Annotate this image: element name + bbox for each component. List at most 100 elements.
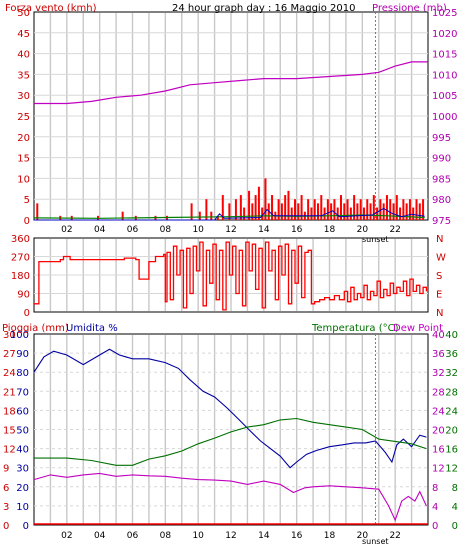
- temperature-y-tick-label: 28: [445, 387, 458, 398]
- pressure-line: [34, 61, 428, 105]
- wind-bar: [210, 211, 213, 220]
- pressure-label: Pressione (mb): [372, 3, 447, 14]
- wind-bar: [284, 195, 287, 220]
- rain-y-tick-label: 0: [3, 521, 9, 532]
- wind-bar: [399, 207, 402, 220]
- direction-compass-label: N: [436, 308, 443, 319]
- wind-x-tick-label: 12: [225, 225, 236, 235]
- pressure-y-tick-label: 985: [432, 174, 451, 185]
- wind-bar: [385, 195, 388, 220]
- wind-direction-line: [34, 241, 428, 311]
- wind-bar: [277, 199, 280, 220]
- wind-bar: [190, 203, 193, 220]
- sunset-label-top: sunset: [362, 235, 389, 244]
- direction-compass-label: E: [436, 290, 442, 301]
- wind-bar: [261, 207, 264, 220]
- rain-label: Pioggia (mm): [2, 323, 69, 334]
- direction-y-tick-label: 360: [11, 234, 30, 245]
- direction-y-tick-label: 0: [24, 308, 30, 319]
- temperature-y-tick-label: 40: [445, 330, 458, 341]
- temperature-y-tick-label: 36: [445, 349, 458, 360]
- wind-x-tick-label: 22: [389, 225, 400, 235]
- temperature-y-tick-label: 8: [452, 483, 458, 494]
- humidity-x-tick-label: 16: [291, 531, 303, 541]
- wind-bar: [257, 186, 260, 220]
- humidity-y-tick-label: 20: [16, 483, 29, 494]
- dewpoint-y-tick-label: 24: [432, 406, 445, 417]
- wind-y-tick-label: 15: [17, 154, 30, 165]
- wind-y-tick-label: 10: [17, 174, 30, 185]
- wind-bar: [333, 199, 336, 220]
- wind-x-tick-label: 10: [192, 225, 204, 235]
- humidity-y-tick-label: 80: [16, 368, 29, 379]
- dewpoint-y-tick-label: 20: [432, 426, 445, 437]
- wind-bar: [389, 199, 392, 220]
- wind-x-tick-label: 20: [357, 225, 369, 235]
- humidity-y-tick-label: 50: [16, 426, 29, 437]
- humidity-y-tick-label: 90: [16, 349, 29, 360]
- wind-speed-label: Forza vento (kmh): [5, 3, 97, 14]
- wind-bar: [415, 199, 418, 220]
- wind-y-tick-label: 20: [17, 133, 30, 144]
- dewpoint-y-tick-label: 32: [432, 368, 445, 379]
- pressure-y-tick-label: 975: [432, 216, 451, 227]
- dewpoint-y-tick-label: 8: [432, 483, 438, 494]
- dewpoint-y-tick-label: 40: [432, 330, 445, 341]
- pressure-y-tick-label: 995: [432, 133, 451, 144]
- temperature-line: [34, 417, 427, 466]
- humidity-y-tick-label: 60: [16, 406, 29, 417]
- humidity-x-tick-label: 12: [225, 531, 236, 541]
- humidity-x-tick-label: 06: [127, 531, 139, 541]
- wind-bar: [408, 199, 411, 220]
- wind-bar: [36, 203, 39, 220]
- wind-bar: [300, 195, 303, 220]
- wind-x-tick-label: 06: [127, 225, 139, 235]
- wind-bar: [248, 190, 251, 220]
- wind-y-tick-label: 50: [17, 8, 30, 19]
- wind-y-tick-label: 30: [17, 91, 30, 102]
- direction-compass-label: W: [436, 253, 446, 264]
- wind-bar: [346, 199, 349, 220]
- wind-x-tick-label: 18: [324, 225, 336, 235]
- pressure-y-tick-label: 980: [432, 195, 451, 206]
- wind-bar: [336, 207, 339, 220]
- wind-bar: [280, 203, 283, 220]
- wind-bar: [326, 199, 329, 220]
- wind-bar: [290, 207, 293, 220]
- wind-bar: [362, 207, 365, 220]
- wind-bar: [392, 203, 395, 220]
- temperature-y-tick-label: 24: [445, 406, 458, 417]
- wind-bar: [356, 203, 359, 220]
- humidity-y-tick-label: 40: [16, 445, 29, 456]
- wind-bar: [349, 207, 352, 220]
- dewpoint-y-tick-label: 28: [432, 387, 445, 398]
- temperature-y-tick-label: 12: [445, 464, 458, 475]
- rain-y-tick-label: 21: [3, 387, 16, 398]
- wind-bar: [379, 199, 382, 220]
- temperature-y-tick-label: 0: [452, 521, 458, 532]
- humidity-x-tick-label: 02: [61, 531, 72, 541]
- pressure-y-tick-label: 1020: [432, 29, 457, 40]
- rain-y-tick-label: 6: [3, 483, 9, 494]
- wind-bar: [339, 195, 342, 220]
- wind-bar: [251, 203, 254, 220]
- pressure-y-tick-label: 1025: [432, 8, 457, 19]
- chart-title: 24 hour graph day : 16 Maggio 2010: [172, 3, 355, 14]
- wind-bar: [353, 195, 356, 220]
- wind-x-tick-label: 08: [160, 225, 172, 235]
- wind-bar: [121, 211, 124, 220]
- wind-bar: [418, 203, 421, 220]
- humidity-y-tick-label: 100: [10, 330, 29, 341]
- wind-bar: [239, 195, 242, 220]
- wind-bar: [221, 195, 224, 220]
- dewpoint-line: [33, 472, 427, 522]
- wind-x-tick-label: 02: [61, 225, 72, 235]
- rain-y-tick-label: 3: [3, 502, 9, 513]
- wind-bar: [294, 199, 297, 220]
- temperature-y-tick-label: 16: [445, 445, 458, 456]
- wind-bar: [297, 203, 300, 220]
- pressure-y-tick-label: 1005: [432, 91, 457, 102]
- wind-bar: [313, 199, 316, 220]
- humidity-y-tick-label: 30: [16, 464, 29, 475]
